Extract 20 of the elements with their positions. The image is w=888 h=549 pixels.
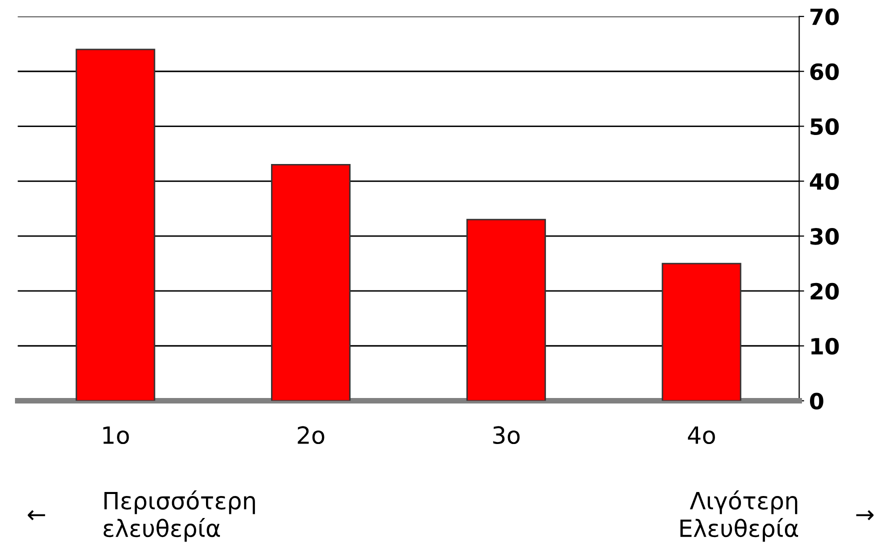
bar: [271, 164, 351, 401]
text: ←: [28, 510, 46, 520]
bar: [76, 48, 156, 401]
text: →: [856, 510, 874, 520]
x-tick-label: 3o: [493, 426, 520, 444]
y-tick-label: 20: [810, 282, 839, 300]
y-tick-label: 10: [811, 338, 839, 355]
bar: [662, 262, 742, 401]
y-tick-label: 60: [810, 63, 839, 80]
y-tick-label: 50: [810, 118, 839, 136]
y-tick-label: 0: [810, 392, 824, 410]
y-tick-label: 40: [810, 173, 839, 190]
x-tick-label: 4o: [688, 426, 715, 444]
bar: [466, 218, 546, 401]
x-tick-label: 2o: [298, 426, 324, 444]
y-tick-label: 30: [810, 228, 839, 245]
y-tick-label: 70: [810, 8, 839, 26]
text: Περισσότερη ελευθερία: [104, 490, 255, 542]
x-tick-label: 1o: [103, 426, 129, 444]
text: Λιγότερη Ελευθερία: [680, 490, 798, 542]
